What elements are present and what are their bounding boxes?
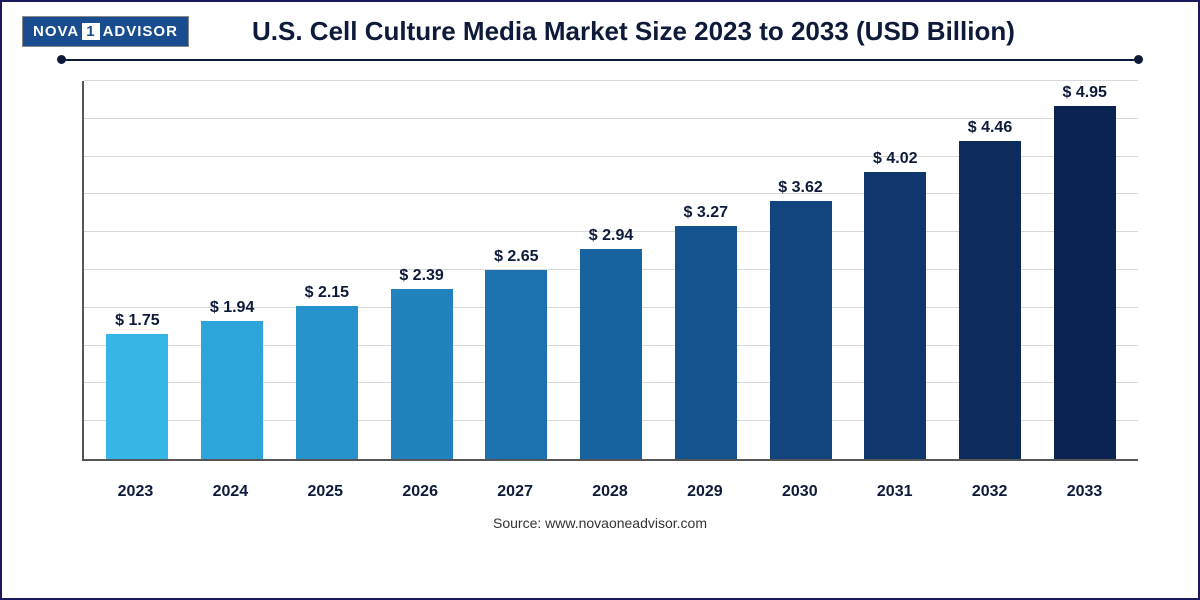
bar: [770, 201, 832, 459]
bar: [391, 289, 453, 459]
x-tick-label: 2029: [657, 483, 752, 501]
logo-text-mid: 1: [82, 23, 99, 40]
bars-container: $ 1.75 $ 1.94 $ 2.15 $ 2.39 $ 2.65 $ 2.94 $ 3.…: [84, 81, 1138, 459]
x-tick-label: 2024: [183, 483, 278, 501]
bar: [959, 141, 1021, 459]
bar-slot: $ 3.27: [658, 81, 753, 459]
chart-area: $ 1.75 $ 1.94 $ 2.15 $ 2.39 $ 2.65 $ 2.94 $ 3.…: [72, 71, 1148, 511]
bar-value-label: $ 2.15: [305, 284, 349, 302]
bar-value-label: $ 3.62: [778, 179, 822, 197]
bar: [675, 226, 737, 459]
x-tick-label: 2028: [563, 483, 658, 501]
x-axis: 2023202420252026202720282029203020312032…: [82, 483, 1138, 501]
bar: [485, 270, 547, 459]
bar: [1054, 106, 1116, 459]
bar-value-label: $ 1.75: [115, 312, 159, 330]
title-divider: [62, 59, 1138, 61]
x-tick-label: 2033: [1037, 483, 1132, 501]
bar: [201, 321, 263, 459]
plot-region: $ 1.75 $ 1.94 $ 2.15 $ 2.39 $ 2.65 $ 2.94 $ 3.…: [82, 81, 1138, 461]
logo-text-left: NOVA: [33, 23, 79, 40]
bar-value-label: $ 2.39: [399, 267, 443, 285]
bar-value-label: $ 3.27: [684, 204, 728, 222]
bar-slot: $ 2.65: [469, 81, 564, 459]
bar-value-label: $ 2.65: [494, 248, 538, 266]
x-tick-label: 2031: [847, 483, 942, 501]
bar-slot: $ 2.94: [564, 81, 659, 459]
source-text: Source: www.novaoneadvisor.com: [2, 515, 1198, 531]
bar: [580, 249, 642, 459]
x-tick-label: 2032: [942, 483, 1037, 501]
bar: [864, 172, 926, 459]
bar-slot: $ 2.39: [374, 81, 469, 459]
logo-text-right: ADVISOR: [103, 23, 178, 40]
x-tick-label: 2027: [468, 483, 563, 501]
x-tick-label: 2025: [278, 483, 373, 501]
bar-slot: $ 4.95: [1037, 81, 1132, 459]
bar-value-label: $ 4.46: [968, 119, 1012, 137]
bar: [106, 334, 168, 459]
bar-value-label: $ 2.94: [589, 227, 633, 245]
bar-slot: $ 1.94: [185, 81, 280, 459]
bar-slot: $ 3.62: [753, 81, 848, 459]
brand-logo: NOVA 1 ADVISOR: [22, 16, 189, 47]
x-tick-label: 2030: [752, 483, 847, 501]
x-tick-label: 2026: [373, 483, 468, 501]
bar-slot: $ 4.46: [943, 81, 1038, 459]
chart-title: U.S. Cell Culture Media Market Size 2023…: [209, 16, 1178, 47]
x-tick-label: 2023: [88, 483, 183, 501]
bar-slot: $ 1.75: [90, 81, 185, 459]
bar-value-label: $ 1.94: [210, 299, 254, 317]
bar-value-label: $ 4.02: [873, 150, 917, 168]
bar: [296, 306, 358, 459]
bar-slot: $ 2.15: [279, 81, 374, 459]
bar-value-label: $ 4.95: [1062, 84, 1106, 102]
header: NOVA 1 ADVISOR U.S. Cell Culture Media M…: [2, 2, 1198, 53]
bar-slot: $ 4.02: [848, 81, 943, 459]
